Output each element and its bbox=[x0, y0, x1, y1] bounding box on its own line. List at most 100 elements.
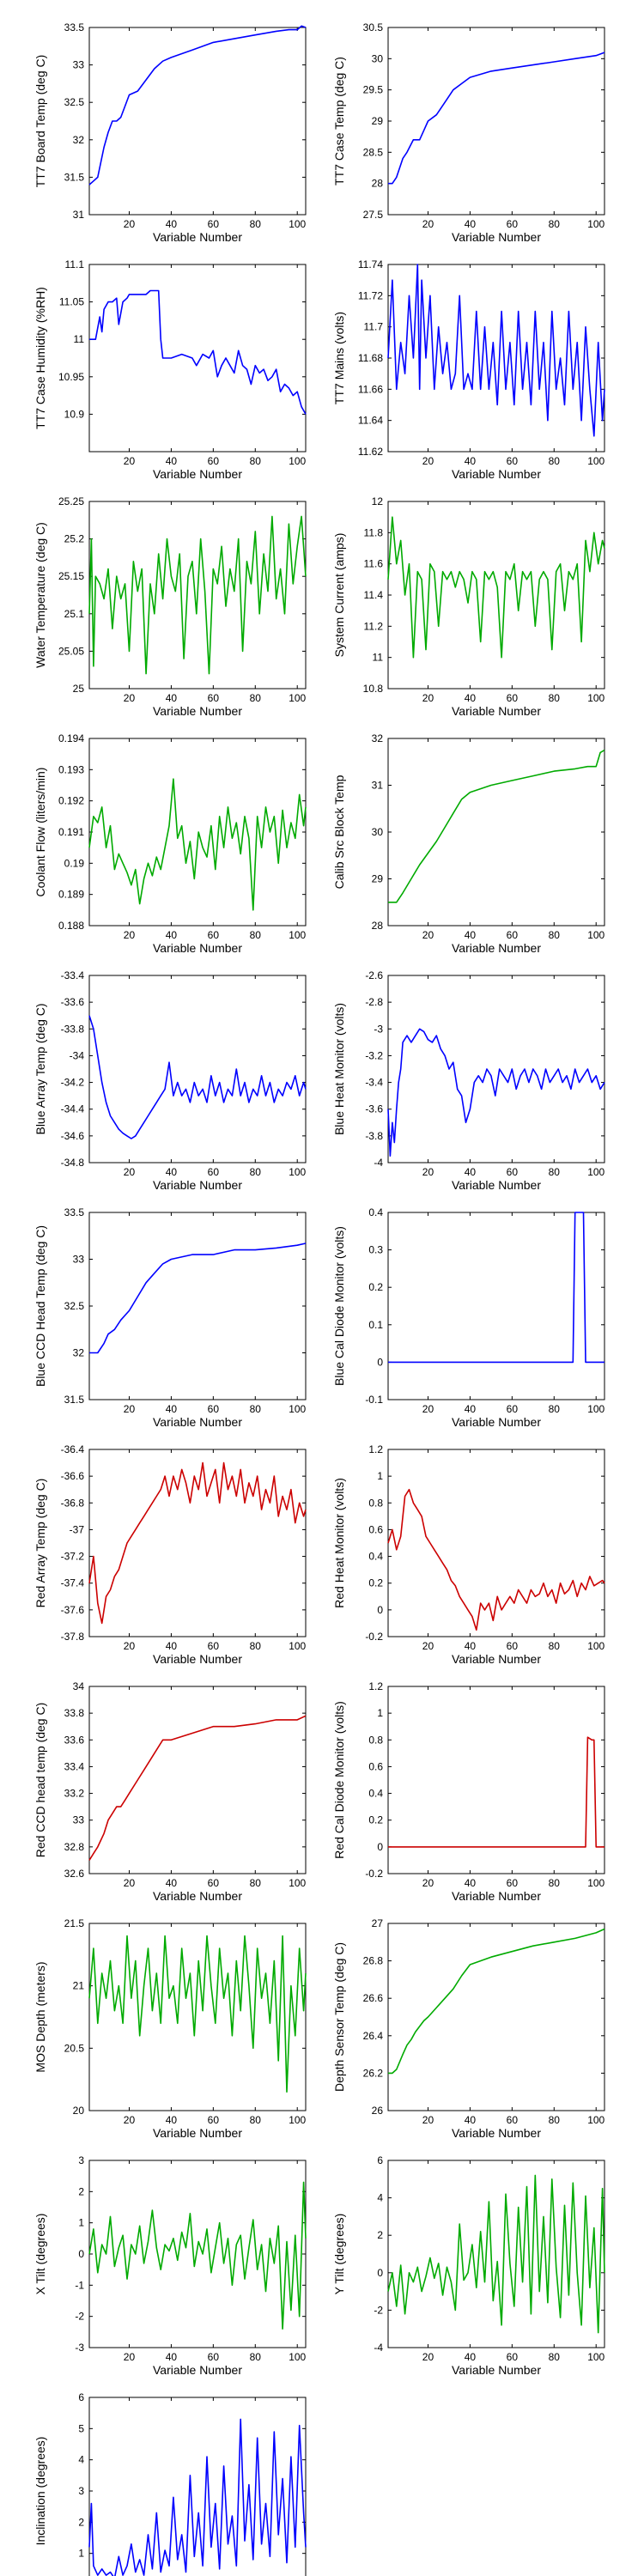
x-tick-label: 100 bbox=[289, 1166, 306, 1178]
y-tick-label: 0.188 bbox=[58, 920, 84, 932]
x-tick-label: 40 bbox=[166, 2351, 178, 2363]
x-tick-label: 80 bbox=[250, 692, 262, 704]
y-tick-label: 11.8 bbox=[364, 526, 384, 538]
x-axis-label: Variable Number bbox=[452, 467, 541, 481]
x-tick-label: 60 bbox=[208, 1877, 220, 1889]
y-tick-label: 0.192 bbox=[58, 795, 84, 807]
y-axis-label: Red Cal Diode Monitor (volts) bbox=[332, 1701, 346, 1859]
y-tick-label: 3 bbox=[78, 2154, 84, 2166]
y-tick-label: 1 bbox=[377, 1470, 383, 1482]
y-tick-label: 0.2 bbox=[368, 1577, 383, 1589]
plot-frame bbox=[88, 975, 307, 1163]
plot-frame bbox=[88, 1686, 307, 1874]
chart-3: 20 40 60 80 100 10.9 10.95 11 11.05 11.1 Variable … bbox=[33, 258, 307, 481]
x-tick-label: 20 bbox=[422, 1166, 434, 1178]
y-axis-label: System Current (amps) bbox=[332, 533, 346, 658]
y-axis-label: Calib Src Block Temp bbox=[332, 775, 346, 889]
x-tick-label: 40 bbox=[465, 2351, 477, 2363]
x-tick-label: 40 bbox=[465, 1640, 477, 1652]
series-line bbox=[388, 1212, 605, 1364]
y-tick-label: 26.4 bbox=[363, 2030, 384, 2042]
x-tick-label: 100 bbox=[289, 455, 306, 467]
y-axis-label: Red CCD head temp (deg C) bbox=[33, 1703, 47, 1858]
x-axis-label: Variable Number bbox=[153, 1178, 242, 1192]
y-tick-label: 0 bbox=[377, 1604, 383, 1616]
chart-18: 20 40 60 80 100 26 26.2 26.4 26.6 26.8 27 Variable … bbox=[332, 1917, 605, 2140]
x-tick-label: 80 bbox=[250, 929, 262, 941]
x-tick-label: 40 bbox=[166, 1877, 178, 1889]
y-tick-label: 0 bbox=[377, 2267, 383, 2279]
y-tick-label: 20 bbox=[73, 2105, 85, 2117]
y-tick-label: 27.5 bbox=[363, 209, 384, 221]
x-axis-label: Variable Number bbox=[153, 1415, 242, 1429]
x-tick-label: 40 bbox=[465, 929, 477, 941]
y-tick-label: 33.2 bbox=[64, 1788, 85, 1800]
x-tick-label: 100 bbox=[289, 218, 306, 230]
y-tick-label: 0.193 bbox=[58, 763, 84, 775]
x-tick-label: 100 bbox=[587, 455, 605, 467]
y-tick-label: 0.189 bbox=[58, 889, 84, 901]
y-tick-label: 10.9 bbox=[64, 408, 85, 420]
y-axis-label: Coolant Flow (liters/min) bbox=[33, 768, 47, 897]
y-tick-label: 32.5 bbox=[64, 1300, 85, 1312]
series-line bbox=[88, 25, 307, 185]
x-tick-label: 80 bbox=[250, 2114, 262, 2126]
plot-frame bbox=[387, 1212, 605, 1400]
x-tick-label: 40 bbox=[166, 1166, 178, 1178]
y-axis-label: MOS Depth (meters) bbox=[33, 1961, 47, 2072]
y-tick-label: 11.6 bbox=[364, 558, 384, 570]
y-tick-label: -3.4 bbox=[365, 1077, 383, 1089]
y-tick-label: 33.5 bbox=[64, 1206, 85, 1218]
x-tick-label: 100 bbox=[289, 1403, 306, 1415]
x-axis-label: Variable Number bbox=[153, 941, 242, 955]
y-tick-label: 5 bbox=[78, 2422, 84, 2434]
x-tick-label: 40 bbox=[166, 692, 178, 704]
series-line bbox=[89, 289, 307, 415]
y-tick-label: 28 bbox=[372, 178, 384, 190]
plot-frame bbox=[387, 27, 605, 216]
x-axis-label: Variable Number bbox=[452, 230, 541, 244]
y-tick-label: 25.15 bbox=[58, 570, 84, 582]
x-tick-label: 20 bbox=[124, 218, 136, 230]
plot-frame bbox=[387, 975, 605, 1163]
x-tick-label: 60 bbox=[208, 1640, 220, 1652]
y-tick-label: 0.191 bbox=[58, 826, 84, 838]
x-tick-label: 80 bbox=[549, 1166, 561, 1178]
y-tick-label: 6 bbox=[78, 2391, 84, 2403]
y-tick-label: -33.4 bbox=[61, 969, 85, 981]
chart-14: 20 40 60 80 100 -0.2 0 0.2 0.4 0.6 0.8 1 1.2 Variable… bbox=[332, 1443, 605, 1666]
y-tick-label: 11.62 bbox=[358, 446, 383, 458]
y-axis-label: Blue Array Temp (deg C) bbox=[33, 1003, 47, 1134]
x-tick-label: 60 bbox=[208, 1403, 220, 1415]
y-axis-label: TT7 Mains (volts) bbox=[332, 312, 346, 404]
y-tick-label: -2.6 bbox=[365, 969, 383, 981]
y-axis-label: Depth Sensor Temp (deg C) bbox=[332, 1942, 346, 2092]
y-tick-label: 29 bbox=[372, 873, 384, 885]
x-axis-label: Variable Number bbox=[452, 1415, 541, 1429]
x-tick-label: 100 bbox=[289, 1877, 306, 1889]
y-tick-label: -3.2 bbox=[365, 1049, 383, 1061]
series-line bbox=[88, 1015, 307, 1139]
series-line bbox=[88, 1715, 307, 1861]
x-axis-label: Variable Number bbox=[153, 704, 242, 718]
y-tick-label: 11.4 bbox=[364, 589, 384, 601]
y-tick-label: -34.4 bbox=[61, 1103, 85, 1115]
x-axis-label: Variable Number bbox=[153, 1889, 242, 1903]
y-tick-label: 33 bbox=[73, 59, 85, 71]
y-tick-label: -36.6 bbox=[61, 1470, 85, 1482]
chart-8: 20 40 60 80 100 28 29 30 31 32 Variable Number Cali… bbox=[332, 732, 605, 955]
series-line bbox=[388, 749, 605, 903]
y-tick-label: 0.194 bbox=[58, 732, 84, 744]
plot-frame bbox=[387, 1686, 605, 1874]
x-axis-label: Variable Number bbox=[452, 1652, 541, 1666]
y-tick-label: 25.05 bbox=[58, 645, 84, 657]
chart-5: 20 40 60 80 100 25 25.05 25.1 25.15 25.2 25.25 Vari… bbox=[33, 495, 307, 718]
y-tick-label: 0.19 bbox=[64, 857, 85, 869]
x-tick-label: 60 bbox=[208, 455, 220, 467]
y-tick-label: -1 bbox=[75, 2279, 84, 2291]
y-tick-label: 0.2 bbox=[368, 1281, 383, 1293]
x-tick-label: 80 bbox=[549, 2114, 561, 2126]
y-tick-label: 2 bbox=[78, 2185, 84, 2197]
y-tick-label: 0.6 bbox=[368, 1523, 383, 1535]
y-tick-label: -37.8 bbox=[61, 1631, 85, 1643]
